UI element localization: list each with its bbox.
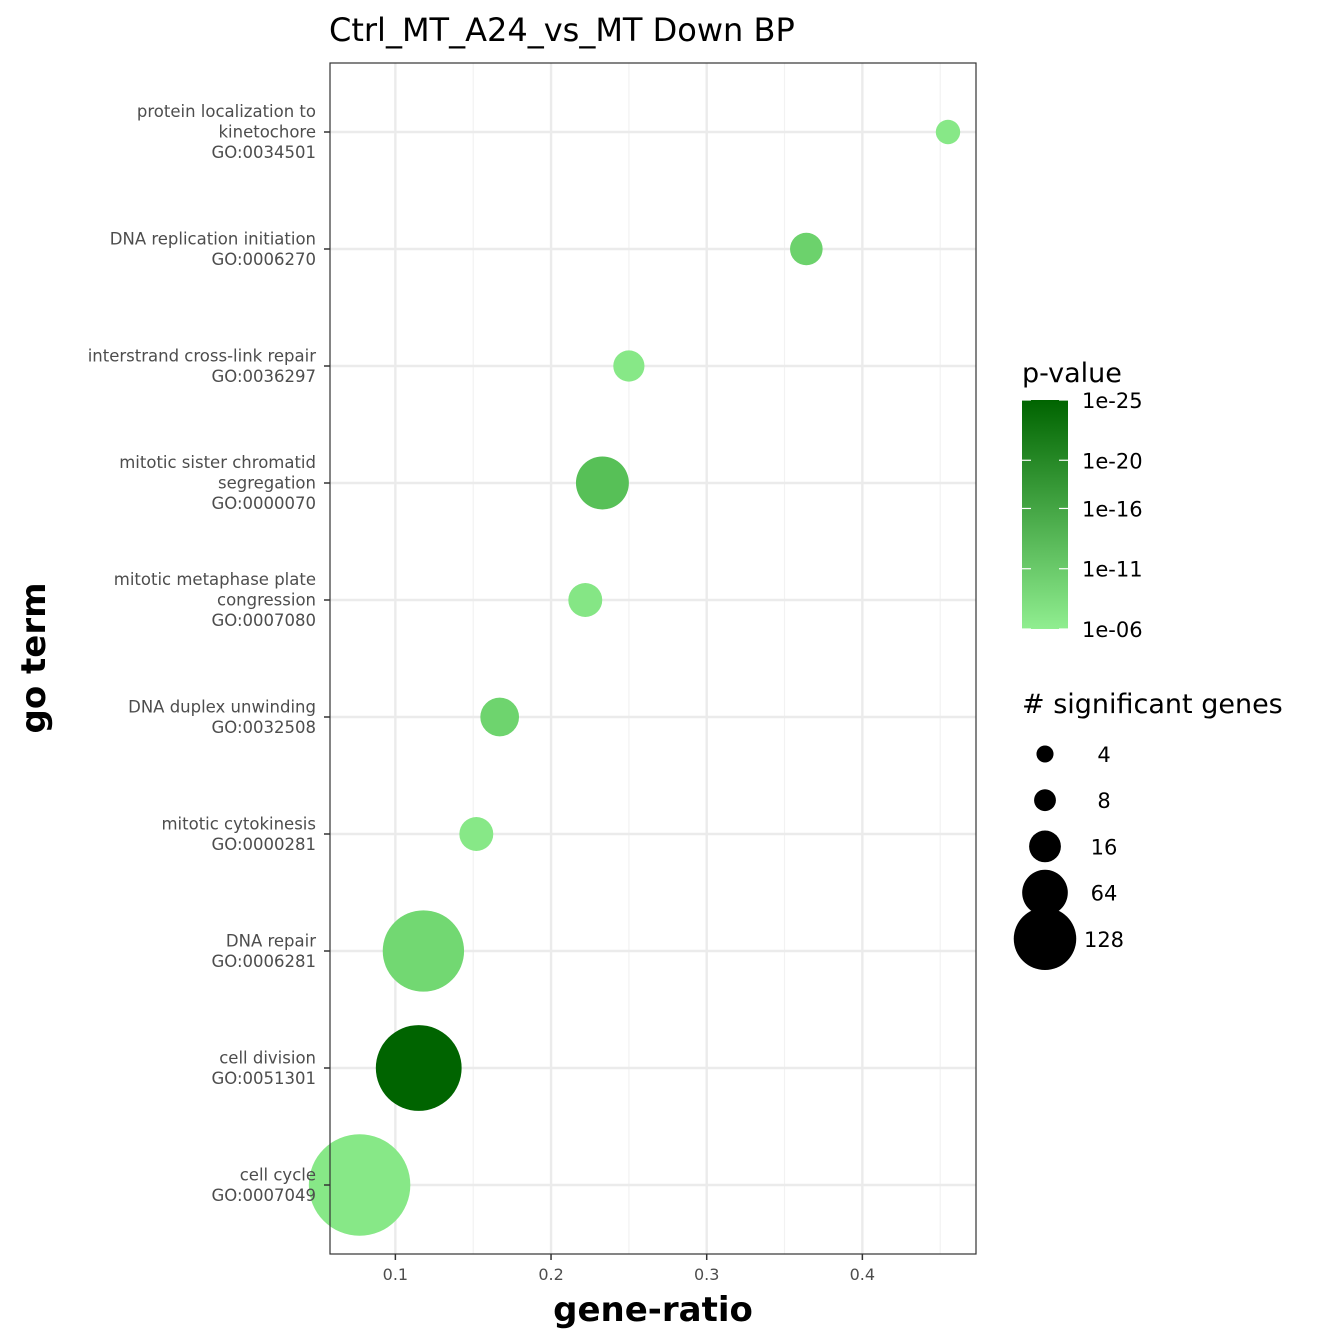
- y-category-label: cell division GO:0051301: [211, 1048, 316, 1088]
- y-category-label: interstrand cross-link repair GO:0036297: [88, 346, 316, 386]
- x-tick-label: 0.4: [850, 1265, 875, 1284]
- data-point: [790, 232, 823, 266]
- x-axis-title: gene-ratio: [553, 1290, 753, 1330]
- colorbar-label: 1e-20: [1082, 449, 1143, 473]
- size-legend-key: [1013, 907, 1077, 971]
- data-point: [480, 697, 520, 737]
- y-axis: protein localization to kinetochore GO:003…: [88, 102, 330, 1205]
- y-category-label: mitotic cytokinesis GO:0000281: [161, 814, 316, 854]
- data-point: [568, 583, 603, 617]
- size-legend-label: 128: [1084, 928, 1124, 952]
- x-tick-label: 0.3: [694, 1265, 719, 1284]
- size-legend-label: 64: [1091, 882, 1118, 906]
- x-axis: 0.1 0.2 0.3 0.4: [383, 1254, 875, 1284]
- pvalue-colorbar: [1022, 400, 1068, 629]
- data-point: [575, 456, 629, 510]
- data-point: [613, 350, 645, 382]
- size-legend-key: [1036, 745, 1054, 763]
- data-point: [935, 119, 961, 145]
- size-legend-key: [1022, 869, 1068, 916]
- colorbar-ticks: 1e-25 1e-20 1e-16 1e-11 1e-06: [1022, 389, 1143, 642]
- colorbar-label: 1e-11: [1082, 558, 1143, 582]
- x-tick-label: 0.1: [383, 1265, 408, 1284]
- size-legend-key: [1029, 830, 1061, 863]
- grid: [330, 63, 976, 1254]
- y-category-label: DNA repair GO:0006281: [211, 931, 316, 971]
- size-legend-keys: 4 8 16 64 128: [1013, 743, 1124, 971]
- y-axis-title: go term: [14, 582, 54, 733]
- size-legend-label: 8: [1097, 789, 1110, 813]
- chart-title: Ctrl_MT_A24_vs_MT Down BP: [329, 11, 795, 49]
- y-category-label: mitotic metaphase plate congression GO:000…: [114, 570, 316, 630]
- pvalue-legend-title: p-value: [1022, 358, 1122, 389]
- size-legend-title: # significant genes: [1022, 689, 1283, 720]
- colorbar-label: 1e-06: [1082, 618, 1143, 642]
- y-category-label: DNA duplex unwinding GO:0032508: [128, 697, 316, 737]
- plot-panel: [308, 62, 977, 1255]
- size-legend: # significant genes 4 8 16 64 128: [1013, 689, 1283, 971]
- data-point: [308, 1134, 411, 1236]
- data-point: [375, 1025, 462, 1111]
- size-legend-label: 4: [1097, 743, 1110, 767]
- x-tick-label: 0.2: [538, 1265, 563, 1284]
- colorbar-label: 1e-25: [1082, 389, 1143, 413]
- size-legend-label: 16: [1091, 835, 1118, 859]
- y-category-label: DNA replication initiation GO:0006270: [110, 229, 316, 269]
- data-points: [308, 119, 961, 1236]
- y-category-label: mitotic sister chromatid segregation GO:00…: [119, 453, 316, 513]
- y-category-label: cell cycle GO:0007049: [211, 1165, 316, 1205]
- panel-border: [329, 62, 977, 1255]
- size-legend-key: [1034, 789, 1056, 812]
- y-category-label: protein localization to kinetochore GO:003…: [137, 102, 316, 162]
- colorbar-label: 1e-16: [1082, 497, 1143, 521]
- data-point: [382, 910, 465, 992]
- data-point: [459, 817, 494, 851]
- pvalue-legend: p-value 1e-25 1e-20 1e-16 1e-11 1e-06: [1022, 358, 1143, 642]
